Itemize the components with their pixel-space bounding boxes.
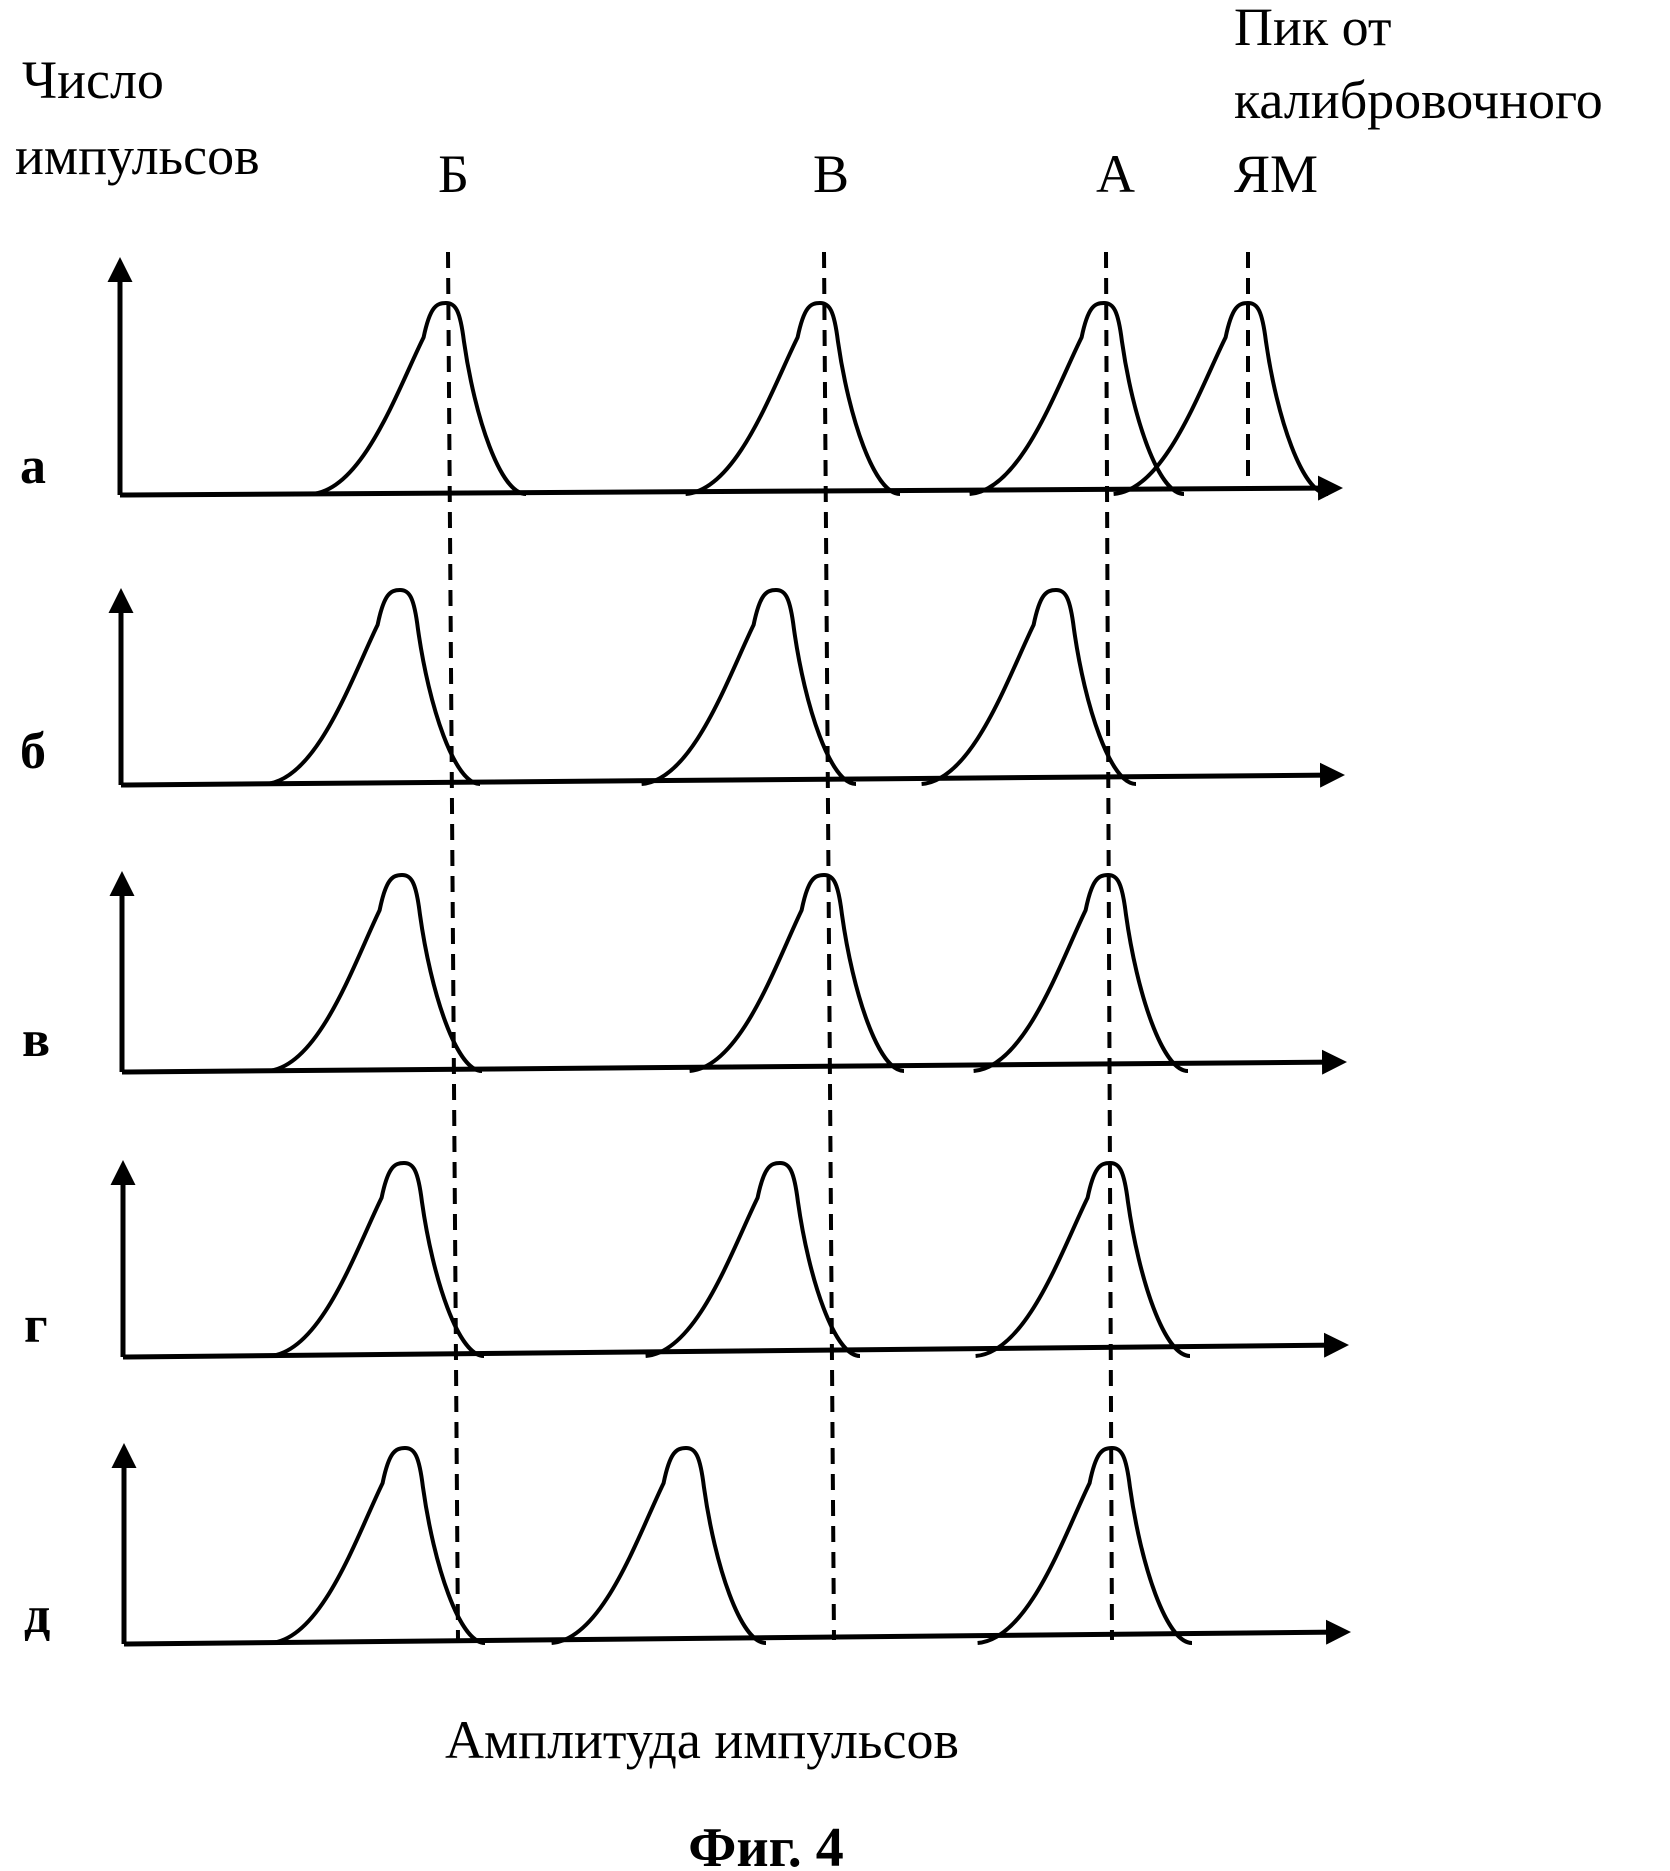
peak-row5-В (551, 1445, 767, 1645)
row-e-axes (111, 1443, 1351, 1647)
row-d-axes (110, 1160, 1349, 1360)
row-label-v: в (22, 1011, 50, 1068)
y-axis-label-line2: импульсов (15, 126, 260, 186)
reference-lines (446, 251, 1250, 1641)
row-label-a: а (20, 438, 46, 495)
reference-line-Б (446, 251, 460, 1641)
peak-row1-Б (311, 300, 527, 496)
peak-row3-А (973, 872, 1189, 1073)
x-axis-label: Амплитуда импульсов (445, 1710, 959, 1770)
peak-row3-В (689, 872, 905, 1073)
row-label-b: б (20, 723, 46, 780)
row-label-g: г (24, 1297, 48, 1354)
row-axes (107, 257, 1351, 1647)
peak-row5-Б (270, 1445, 486, 1645)
figure-caption: Фиг. 4 (688, 1817, 843, 1871)
peak-row4-В (645, 1160, 861, 1358)
peak-row2-А (921, 587, 1137, 786)
peak-row5-А (977, 1445, 1193, 1645)
peaks (265, 300, 1329, 1645)
row-c-axes (109, 871, 1347, 1075)
calibration-label-line1: Пик от (1234, 0, 1392, 57)
reference-line-В (822, 251, 836, 1641)
peak-row1-А (969, 300, 1185, 496)
row-d-x-axis (122, 1332, 1349, 1360)
row-e-x-axis (123, 1619, 1351, 1647)
peak-row4-А (975, 1160, 1191, 1358)
row-b-x-axis (120, 762, 1345, 788)
calibration-label-line2: калибровочного (1234, 70, 1603, 130)
reference-label-a: А (1096, 144, 1135, 204)
reference-line-А (1104, 251, 1114, 1641)
reference-label-b: Б (438, 144, 469, 204)
row-label-d: д (24, 1587, 50, 1644)
row-a-axes (107, 257, 1343, 501)
peak-row2-В (641, 587, 857, 786)
row-a-x-axis (119, 475, 1343, 501)
calibration-label-line3: ЯМ (1234, 144, 1318, 204)
peak-row3-Б (267, 872, 483, 1073)
peak-row1-В (685, 300, 901, 496)
row-b-axes (108, 588, 1345, 788)
peak-row4-Б (269, 1160, 485, 1358)
y-axis-label-line1: Число (22, 50, 164, 110)
row-c-x-axis (121, 1049, 1347, 1075)
peak-row1-ЯМ (1113, 300, 1329, 496)
reference-label-v: В (813, 144, 849, 204)
peak-row2-Б (265, 587, 481, 786)
